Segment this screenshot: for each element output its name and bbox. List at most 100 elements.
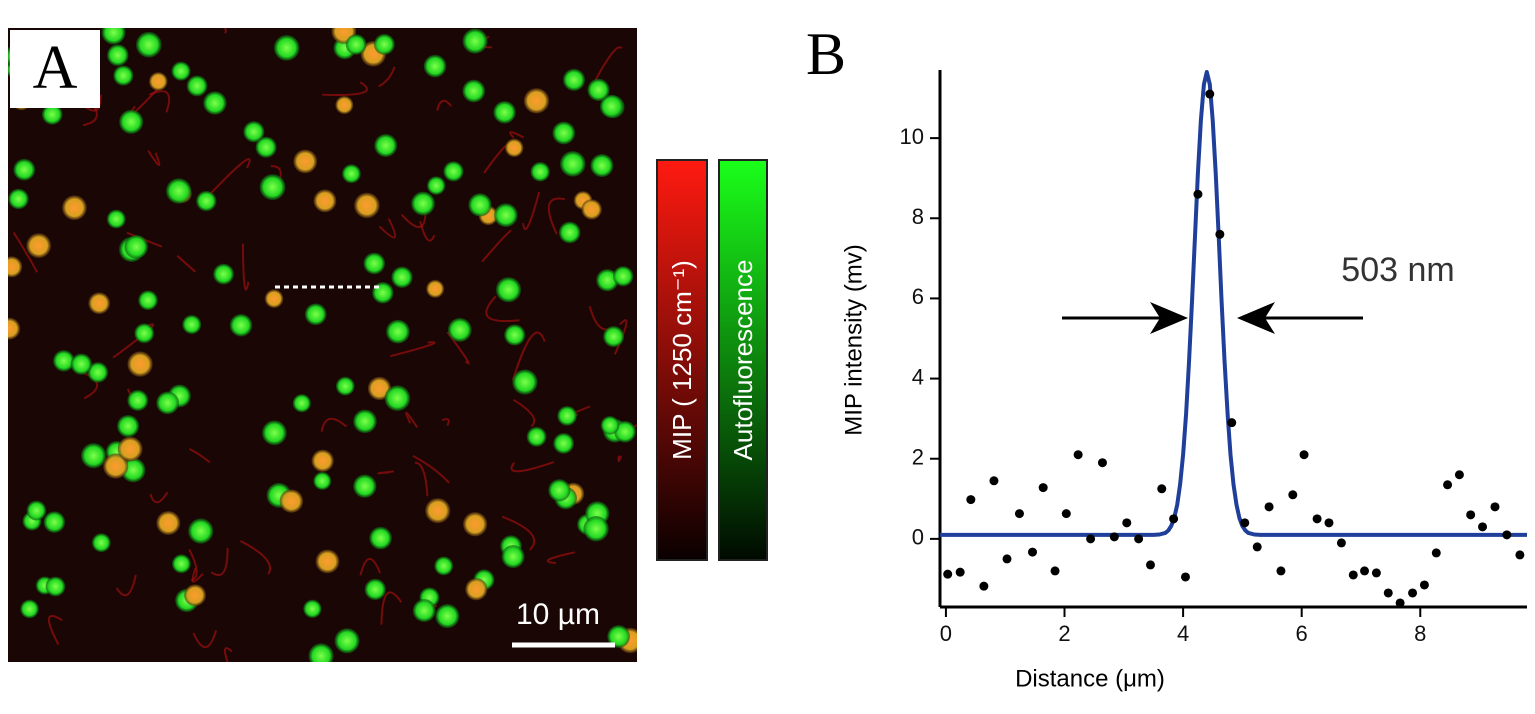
data-point	[1312, 514, 1322, 524]
data-point	[1395, 598, 1405, 608]
cell	[80, 443, 107, 469]
x-axis-label: Distance (μm)	[1015, 665, 1165, 692]
colorbar	[718, 159, 768, 561]
cell	[562, 68, 586, 91]
cell	[435, 604, 460, 629]
y-axis-label: MIP intensity (mv)	[840, 244, 867, 436]
membrane	[436, 99, 452, 111]
cell	[596, 269, 619, 292]
membrane	[378, 66, 396, 88]
data-point	[1097, 458, 1107, 468]
y-tick-label: 6	[912, 284, 924, 309]
membrane	[191, 567, 204, 583]
cell	[41, 104, 63, 125]
cell	[293, 149, 318, 174]
cell	[135, 31, 162, 58]
cell	[526, 426, 547, 447]
data-point	[1419, 580, 1429, 590]
colorbar-label: Autofluorescence	[728, 260, 758, 461]
cell	[255, 136, 277, 158]
cell	[45, 576, 66, 597]
data-point	[1205, 89, 1215, 99]
data-point	[1145, 560, 1155, 570]
cell	[335, 95, 354, 115]
cell	[501, 545, 525, 569]
membrane	[176, 255, 196, 273]
cell	[353, 474, 377, 498]
panel-label: A	[33, 34, 78, 102]
cell	[262, 420, 287, 446]
data-point	[1348, 570, 1358, 580]
membrane	[192, 630, 218, 649]
data-point	[943, 569, 953, 579]
colorbar-label: MIP ( 1250 cm⁻¹)	[667, 260, 697, 460]
cell	[182, 314, 202, 335]
cell	[603, 326, 625, 348]
y-tick-label: 2	[912, 445, 924, 470]
membrane	[320, 417, 348, 432]
cell	[600, 416, 620, 435]
cell	[423, 54, 447, 78]
membrane	[412, 454, 450, 484]
cell	[363, 252, 386, 275]
membrane	[400, 212, 427, 229]
cell	[434, 556, 454, 576]
data-point	[1014, 509, 1024, 519]
cell	[493, 203, 518, 228]
fwhm-arrows	[1062, 302, 1363, 334]
cell	[213, 263, 235, 285]
membrane	[223, 28, 227, 34]
cell	[468, 193, 492, 217]
data-point	[1038, 483, 1048, 493]
data-point	[1215, 229, 1225, 239]
cell	[196, 190, 217, 212]
cell	[313, 189, 337, 213]
membrane	[377, 470, 394, 475]
membrane	[126, 231, 163, 248]
data-point	[1122, 518, 1132, 528]
data-point	[1360, 566, 1370, 576]
cell	[607, 625, 630, 648]
cell	[13, 158, 36, 181]
cell	[354, 192, 380, 219]
cell	[87, 362, 109, 383]
cell	[119, 109, 144, 134]
cell	[495, 277, 522, 303]
data-point	[1169, 514, 1179, 524]
cell	[186, 75, 208, 97]
cell	[156, 511, 181, 535]
cell	[304, 303, 327, 326]
data-point	[1431, 548, 1441, 558]
cell	[583, 516, 609, 542]
cell	[70, 353, 92, 375]
x-tick-label: 6	[1296, 621, 1308, 646]
cell	[148, 72, 168, 91]
cell	[171, 61, 191, 81]
x-tick-label: 4	[1177, 621, 1189, 646]
cell	[523, 88, 550, 114]
membrane	[47, 615, 63, 646]
membrane	[594, 46, 623, 81]
cell	[43, 511, 66, 533]
cell	[614, 420, 636, 443]
data-point	[1134, 534, 1144, 544]
cell	[587, 78, 610, 102]
cell	[106, 44, 129, 66]
cell	[373, 33, 395, 55]
cell	[425, 498, 451, 524]
cell	[353, 409, 377, 434]
cell	[391, 266, 413, 288]
cell	[20, 599, 39, 619]
membrane	[147, 150, 161, 167]
membrane	[513, 398, 536, 428]
membrane	[485, 295, 520, 322]
cell	[311, 449, 334, 472]
cell	[113, 65, 134, 86]
cell	[127, 351, 153, 377]
data-point	[1408, 588, 1418, 598]
data-point	[1454, 470, 1464, 480]
fit-line	[940, 70, 1527, 537]
y-tick-label: 10	[900, 124, 924, 149]
